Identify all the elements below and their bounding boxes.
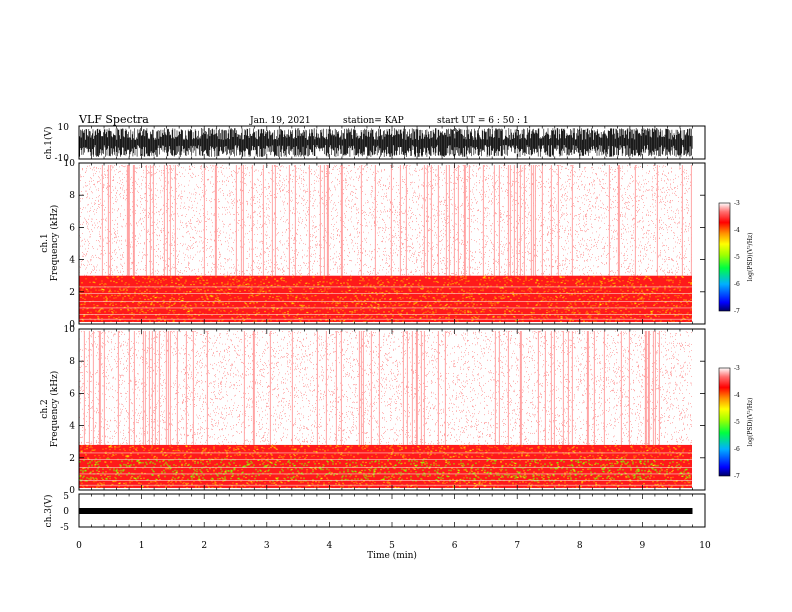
freq-tick-label: 0	[69, 320, 75, 330]
time-tick-label: 4	[327, 541, 333, 551]
ch1-spec-ylabel-freq: Frequency (kHz)	[49, 205, 60, 282]
cb2-tick-m7: -7	[734, 473, 740, 480]
time-tick-label: 8	[577, 541, 583, 551]
spectrogram-orange	[79, 445, 692, 488]
ch1-ytick-top: 10	[58, 123, 70, 133]
freq-tick-label: 0	[69, 486, 75, 496]
freq-tick-label: 2	[69, 288, 75, 298]
spectrogram-orange	[79, 275, 692, 322]
freq-tick-label: 10	[64, 325, 76, 335]
ch1-colorbar: -3 -4 -5 -6 -7 log(PSD)(V²/Hz)	[718, 200, 754, 315]
ch3-waveform-panel: 5 0 -5 ch.3(V)	[43, 492, 706, 533]
time-tick-label: 0	[76, 541, 82, 551]
start-time-label: start UT = 6 : 50 : 1	[437, 116, 529, 126]
time-tick-label: 10	[699, 541, 711, 551]
ch1-waveform-panel: 10 -10 ch.1(V)	[43, 123, 706, 164]
figure-title: VLF Spectra	[78, 113, 149, 126]
cb2-tick-m3: -3	[734, 365, 740, 372]
ch3-ytick-mid: 0	[63, 507, 69, 517]
ch2-colorbar: -3 -4 -5 -6 -7 log(PSD)(V²/Hz)	[718, 365, 754, 480]
ch3-ylabel: ch.3(V)	[43, 495, 54, 528]
cb2-tick-m5: -5	[734, 419, 740, 426]
freq-tick-label: 4	[69, 422, 75, 432]
time-tick-label: 1	[139, 541, 145, 551]
date-label: Jan. 19, 2021	[249, 116, 311, 126]
ch2-spec-ylabel-freq: Frequency (kHz)	[49, 371, 60, 448]
time-tick-label: 7	[514, 541, 520, 551]
freq-tick-label: 8	[69, 191, 75, 201]
time-axis: 0 1 2 3 4 5 6 7 8 9 10	[76, 126, 711, 551]
ch2-spec-ylabel-ch: ch.2	[40, 399, 50, 418]
time-axis-label: Time (min)	[367, 550, 417, 561]
ch3-ytick-top: 5	[63, 492, 69, 502]
ch3-ytick-bottom: -5	[60, 523, 69, 533]
time-tick-label: 6	[452, 541, 458, 551]
freq-tick-label: 2	[69, 454, 75, 464]
ch1-freq-ticks: 0 2 4 6 8 10	[64, 159, 705, 330]
freq-tick-label: 6	[69, 389, 75, 399]
freq-tick-label: 6	[69, 223, 75, 233]
cb1-tick-m6: -6	[734, 281, 740, 288]
time-tick-label: 2	[201, 541, 207, 551]
cb1-tick-m4: -4	[734, 227, 740, 234]
time-tick-label: 9	[640, 541, 646, 551]
time-tick-label: 5	[389, 541, 395, 551]
time-tick-label: 3	[264, 541, 270, 551]
cb1-label: log(PSD)(V²/Hz)	[747, 233, 754, 282]
ch2-freq-ticks: 0 2 4 6 8 10	[64, 325, 705, 496]
ch1-ylabel: ch.1(V)	[43, 127, 54, 160]
ch1-waveform-line	[78, 128, 693, 157]
spectrogram-yellow	[80, 445, 692, 488]
cb2-label: log(PSD)(V²/Hz)	[747, 398, 754, 447]
spectrogram-green	[79, 457, 691, 482]
ch1-waveform-trace	[78, 128, 693, 157]
ch3-waveform-trace	[79, 508, 693, 514]
ch2-spectrogram-image	[79, 331, 692, 488]
ch1-spectrogram-image	[79, 165, 692, 322]
freq-tick-label: 10	[64, 159, 76, 169]
cb2-tick-m6: -6	[734, 446, 740, 453]
freq-tick-label: 4	[69, 256, 75, 266]
ch1-spec-ylabel-ch: ch.1	[40, 233, 50, 252]
cb2-tick-m4: -4	[734, 392, 740, 399]
cb1-tick-m3: -3	[734, 200, 740, 207]
ch2-spectrogram-panel: 0 2 4 6 8 10 ch.2 Frequency (kHz)	[40, 325, 706, 496]
cb1-tick-m5: -5	[734, 254, 740, 261]
cb1-tick-m7: -7	[734, 308, 740, 315]
station-label: station= KAP	[343, 116, 404, 126]
freq-tick-label: 8	[69, 357, 75, 367]
ch1-spectrogram-panel: 0 2 4 6 8 10 ch.1 Frequency (kHz)	[40, 159, 706, 330]
ch1-ytick-bottom: -10	[55, 154, 70, 164]
